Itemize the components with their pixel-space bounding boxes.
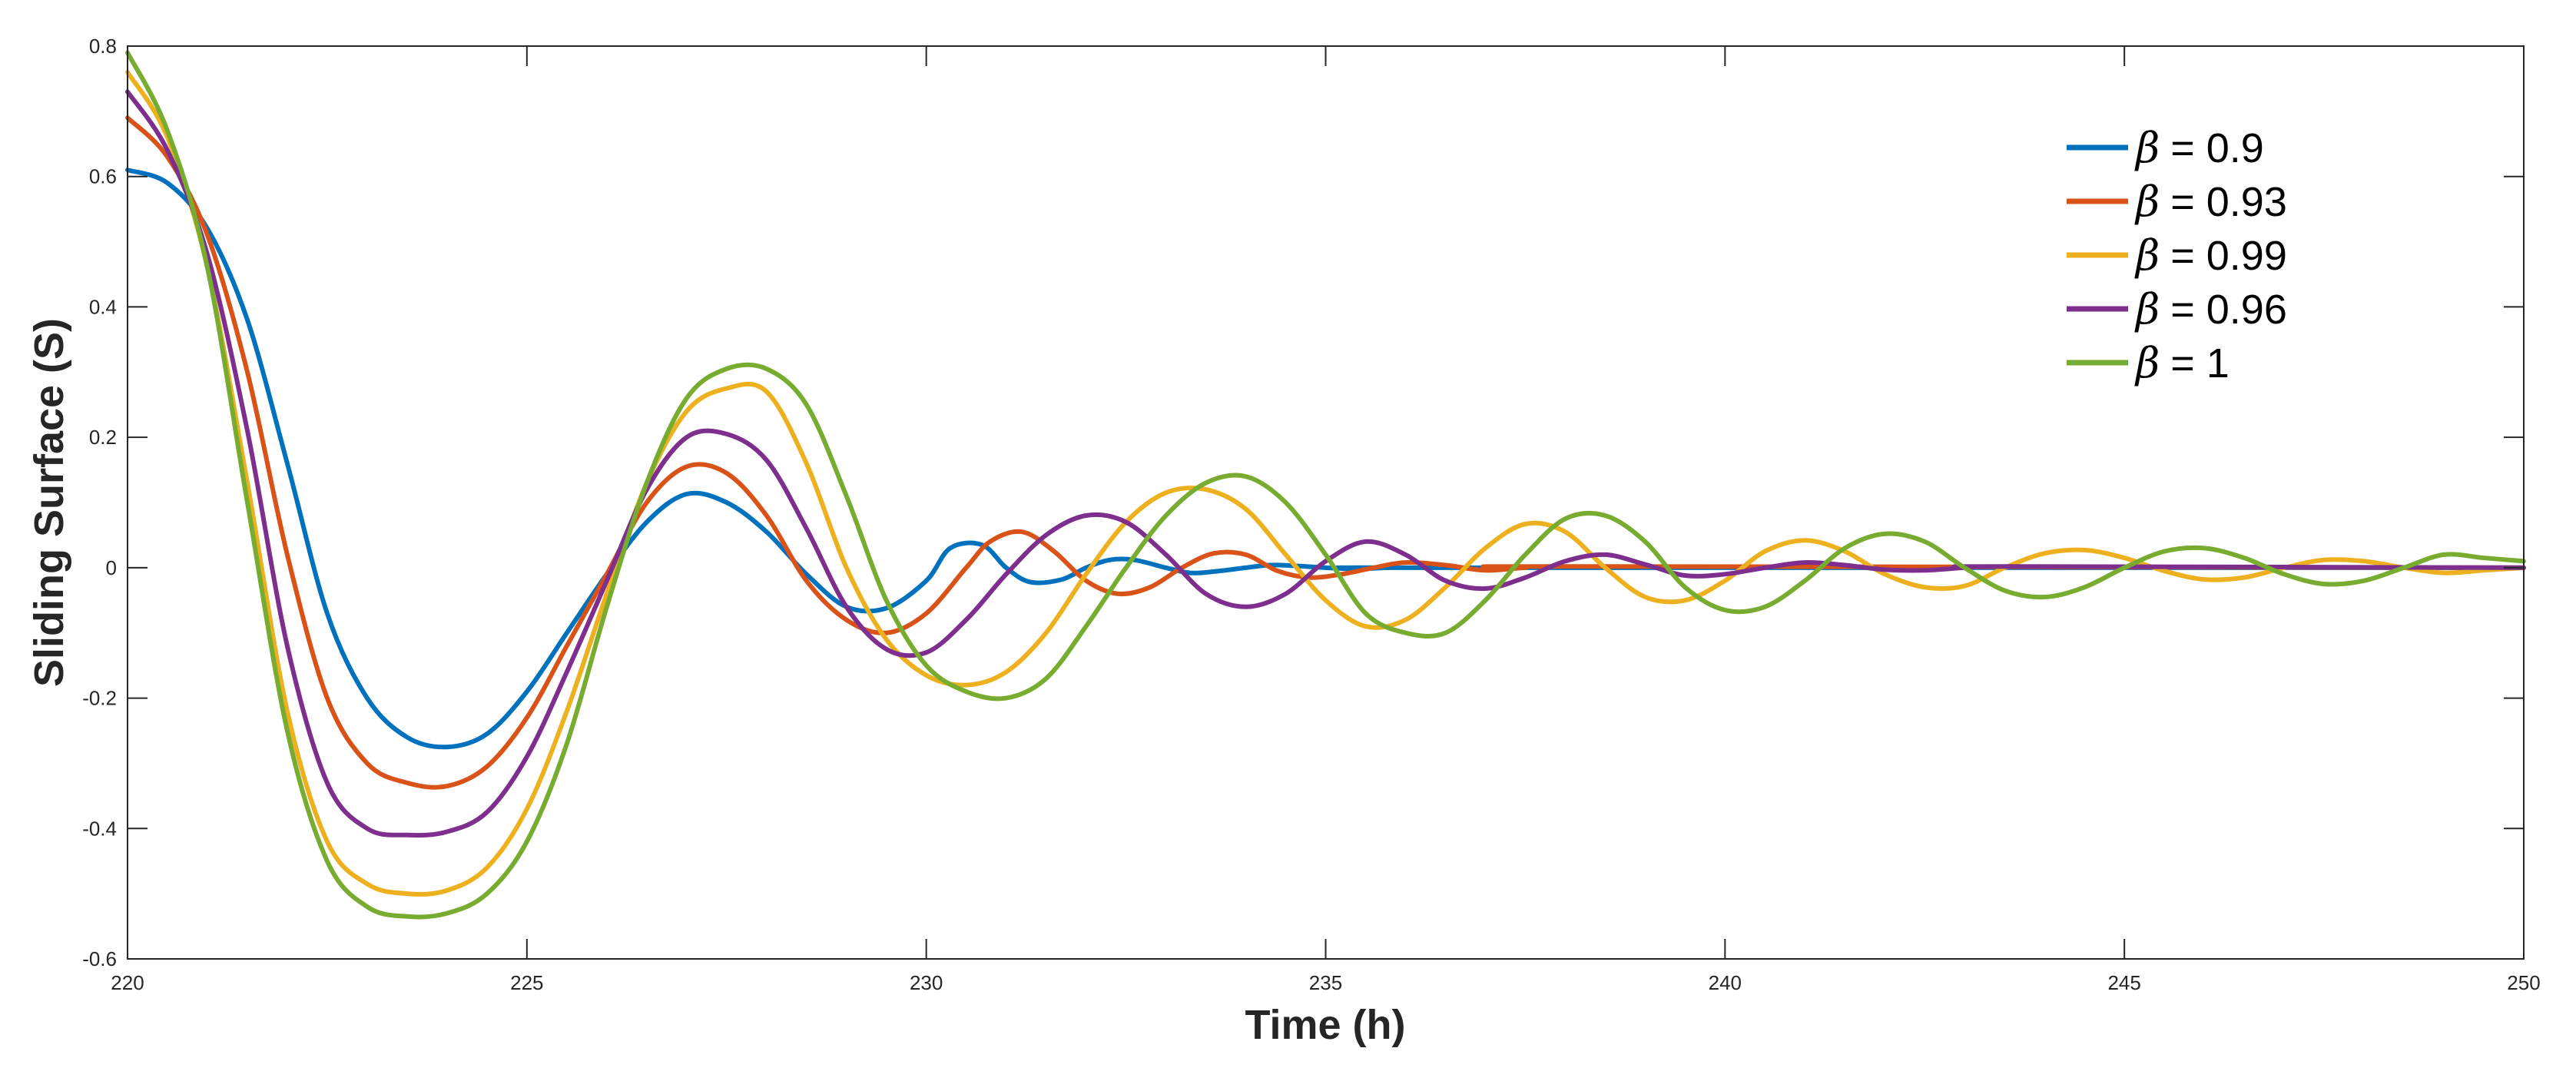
x-tick-label: 225: [510, 971, 543, 994]
legend-label-1: β = 0.9: [2134, 124, 2264, 172]
x-tick-label: 235: [1309, 971, 1342, 994]
x-tick-label: 220: [111, 971, 144, 994]
y-tick-label: 0.2: [89, 426, 117, 449]
legend-symbol: β: [2134, 231, 2160, 280]
series-line-5: [125, 50, 2526, 920]
series-line-4: [125, 89, 2526, 838]
legend-symbol: β: [2134, 124, 2160, 172]
legend-value: = 0.93: [2170, 179, 2287, 225]
y-axis-label: Sliding Surface (S): [26, 318, 72, 687]
legend-value: = 0.99: [2170, 233, 2287, 279]
y-tick-label: 0.4: [89, 295, 117, 318]
tick-layer: 220 225 230 235 240 245 250 -0.6 -0.4 -0.2 0 0.2 0.4…: [82, 35, 2541, 994]
legend-symbol: β: [2134, 285, 2160, 333]
legend-label-5: β = 1: [2134, 339, 2230, 387]
legend: β = 0.9β = 0.93β = 0.99β = 0.96β = 1: [2040, 115, 2339, 400]
legend-symbol: β: [2134, 177, 2160, 226]
y-tick-label: 0.6: [89, 165, 117, 188]
legend-label-4: β = 0.96: [2134, 285, 2287, 333]
x-axis-label: Time (h): [1245, 1002, 1405, 1048]
y-tick-label: -0.6: [82, 947, 117, 970]
x-tick-label: 250: [2507, 971, 2540, 994]
y-tick-label: 0: [106, 556, 117, 579]
y-tick-label: -0.4: [82, 817, 117, 840]
legend-symbol: β: [2134, 339, 2160, 387]
y-tick-label: -0.2: [82, 687, 117, 710]
series-line-2: [125, 115, 2526, 790]
series-layer: [125, 50, 2526, 920]
y-tick-label: 0.8: [89, 35, 117, 58]
legend-label-2: β = 0.93: [2134, 177, 2287, 226]
legend-value: = 0.96: [2170, 287, 2287, 333]
legend-value: = 0.9: [2170, 125, 2264, 171]
x-tick-label: 240: [1709, 971, 1742, 994]
series-line-1: [125, 167, 2526, 750]
x-tick-label: 245: [2107, 971, 2140, 994]
x-tick-label: 230: [910, 971, 943, 994]
legend-label-3: β = 0.99: [2134, 231, 2287, 280]
legend-value: = 1: [2170, 340, 2230, 386]
